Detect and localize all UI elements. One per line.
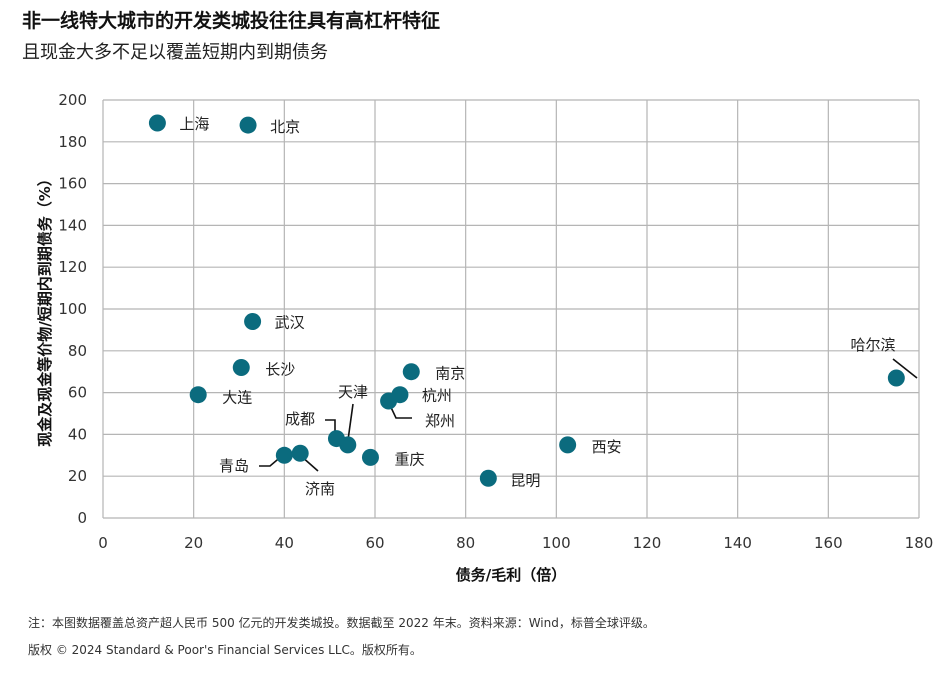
point-label: 北京 (270, 118, 300, 136)
x-axis-title: 债务/毛利（倍） (456, 566, 566, 584)
y-tick-label: 140 (58, 216, 87, 234)
chart-subtitle: 且现金大多不足以覆盖短期内到期债务 (22, 42, 328, 63)
leader-line (325, 419, 336, 434)
data-point (327, 430, 345, 448)
scatter-chart: 0 20 40 60 80 100 120 140 160 180 0 20 40 60 80 100 120 1… (36, 91, 933, 584)
data-point (148, 114, 166, 132)
data-point (361, 448, 379, 466)
x-tick-label: 180 (905, 534, 934, 552)
data-points (148, 114, 905, 487)
data-point (887, 369, 905, 387)
point-label: 上海 (179, 115, 209, 133)
copyright-note: 版权 © 2024 Standard & Poor's Financial Se… (28, 643, 422, 657)
y-tick-label: 100 (58, 300, 87, 318)
y-tick-label: 40 (68, 425, 87, 443)
source-note: 注：本图数据覆盖总资产超人民币 500 亿元的开发类城投。数据截至 2022 年… (28, 616, 655, 630)
data-point (239, 116, 257, 134)
axis-ticks: 0 20 40 60 80 100 120 140 160 180 0 20 40 60 80 100 120 1… (58, 91, 933, 552)
y-tick-label: 80 (68, 342, 87, 360)
y-axis-title: 现金及现金等价物/短期内到期债务（%） (36, 171, 54, 447)
point-label: 南京 (435, 365, 465, 383)
data-point (479, 469, 497, 487)
data-point (232, 359, 250, 377)
data-point (559, 436, 577, 454)
point-label: 长沙 (265, 361, 295, 379)
data-point (380, 392, 398, 410)
data-point (291, 444, 309, 462)
point-label: 杭州 (422, 387, 452, 405)
x-tick-label: 140 (723, 534, 752, 552)
x-tick-label: 120 (633, 534, 662, 552)
chart-title: 非一线特大城市的开发类城投往往具有高杠杆特征 (22, 10, 441, 32)
x-tick-label: 60 (365, 534, 384, 552)
x-tick-label: 0 (98, 534, 108, 552)
data-point (275, 446, 293, 464)
x-tick-label: 40 (275, 534, 294, 552)
x-tick-label: 20 (184, 534, 203, 552)
y-tick-label: 120 (58, 258, 87, 276)
y-tick-label: 200 (58, 91, 87, 109)
data-point (244, 313, 262, 331)
y-tick-label: 60 (68, 384, 87, 402)
x-tick-label: 80 (456, 534, 475, 552)
y-tick-label: 0 (77, 509, 87, 527)
point-label: 天津 (338, 383, 368, 401)
point-label: 武汉 (275, 314, 305, 332)
leader-line (347, 403, 354, 441)
y-tick-label: 20 (68, 467, 87, 485)
point-label: 西安 (592, 438, 622, 456)
point-label: 重庆 (394, 450, 424, 468)
point-label: 大连 (222, 389, 252, 407)
point-label: 哈尔滨 (850, 336, 895, 354)
point-label: 青岛 (219, 457, 249, 475)
x-tick-label: 100 (542, 534, 571, 552)
grid (102, 99, 920, 519)
point-label: 济南 (305, 480, 335, 498)
leader-line (892, 358, 918, 379)
data-point (189, 386, 207, 404)
x-tick-label: 160 (814, 534, 843, 552)
data-point (402, 363, 420, 381)
point-label: 昆明 (510, 471, 540, 489)
point-label: 郑州 (425, 412, 455, 430)
y-tick-label: 160 (58, 175, 87, 193)
leader-lines (259, 358, 918, 472)
point-label: 成都 (285, 410, 315, 428)
y-tick-label: 180 (58, 133, 87, 151)
